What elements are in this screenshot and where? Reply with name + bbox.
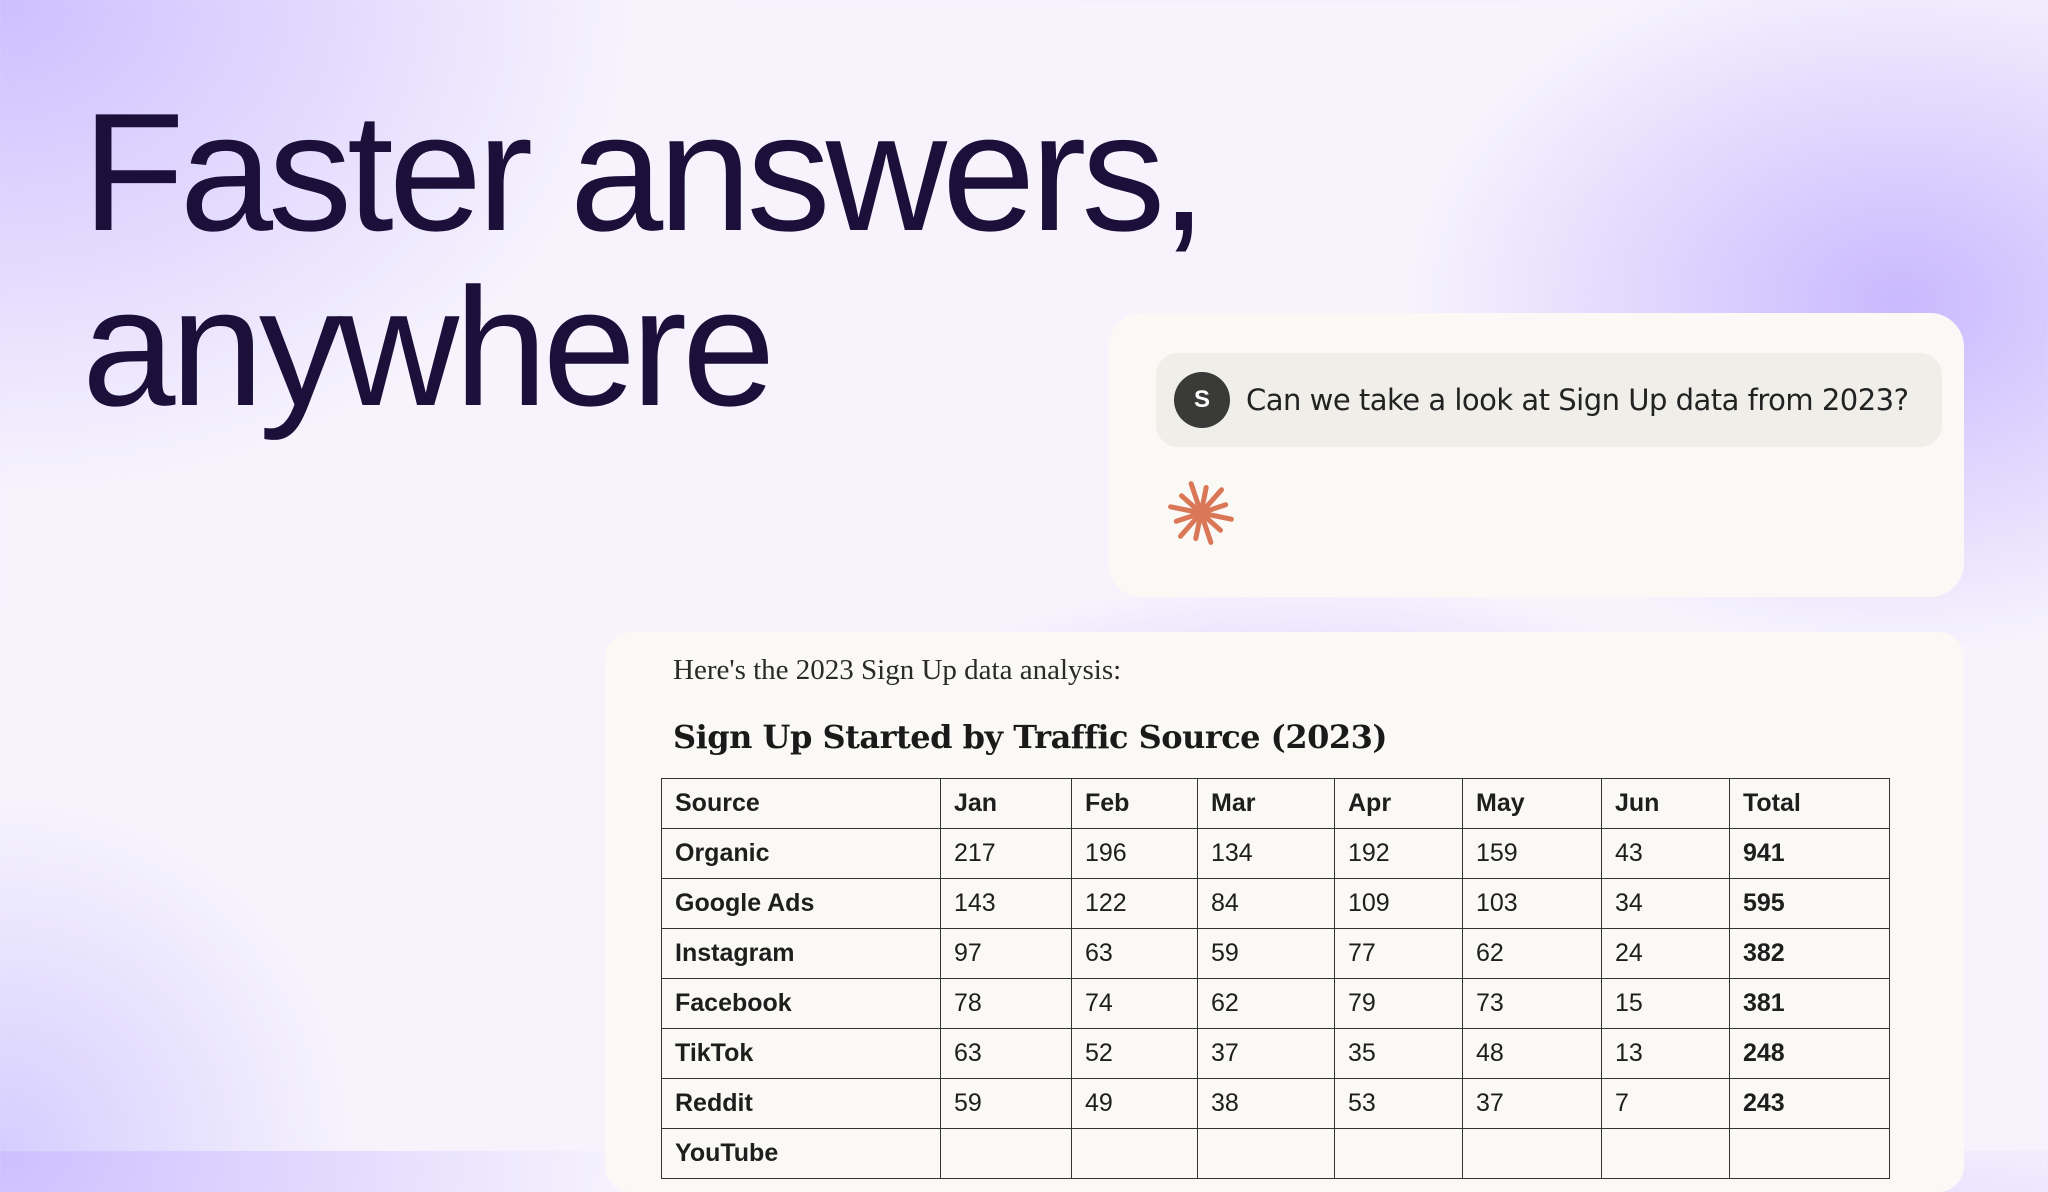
chat-card: S Can we take a look at Sign Up data fro…	[1108, 313, 1964, 597]
value-cell: 63	[940, 1028, 1072, 1079]
value-cell: 103	[1462, 878, 1602, 929]
column-header: Feb	[1071, 778, 1198, 829]
headline: Faster answers, anywhere	[82, 78, 1207, 441]
table-row: TikTok 63 52 37 35 48 13 248	[661, 1028, 1890, 1079]
value-cell: 37	[1462, 1078, 1602, 1129]
value-cell: 52	[1071, 1028, 1198, 1079]
source-cell: Reddit	[661, 1078, 941, 1129]
table-row: Facebook 78 74 62 79 73 15 381	[661, 978, 1890, 1029]
value-cell: 62	[1462, 928, 1602, 979]
table-row: Organic 217 196 134 192 159 43 941	[661, 828, 1890, 879]
value-cell: 84	[1197, 878, 1335, 929]
response-card: Here's the 2023 Sign Up data analysis: S…	[605, 632, 1964, 1192]
value-cell: 196	[1071, 828, 1198, 879]
total-cell: 941	[1729, 828, 1890, 879]
column-header: Jan	[940, 778, 1072, 829]
value-cell	[1071, 1128, 1198, 1179]
column-header: Jun	[1601, 778, 1730, 829]
value-cell: 48	[1462, 1028, 1602, 1079]
value-cell: 192	[1334, 828, 1463, 879]
value-cell: 49	[1071, 1078, 1198, 1129]
value-cell: 74	[1071, 978, 1198, 1029]
value-cell: 79	[1334, 978, 1463, 1029]
value-cell: 77	[1334, 928, 1463, 979]
column-header: Total	[1729, 778, 1890, 829]
source-cell: Organic	[661, 828, 941, 879]
value-cell: 59	[1197, 928, 1335, 979]
total-cell: 382	[1729, 928, 1890, 979]
source-cell: Facebook	[661, 978, 941, 1029]
value-cell: 122	[1071, 878, 1198, 929]
column-header: Mar	[1197, 778, 1335, 829]
column-header: Source	[661, 778, 941, 829]
value-cell	[1601, 1128, 1730, 1179]
table-row: Reddit 59 49 38 53 37 7 243	[661, 1078, 1890, 1129]
total-cell	[1729, 1128, 1890, 1179]
value-cell: 159	[1462, 828, 1602, 879]
user-message: S Can we take a look at Sign Up data fro…	[1156, 353, 1942, 447]
value-cell: 34	[1601, 878, 1730, 929]
table-row: Google Ads 143 122 84 109 103 34 595	[661, 878, 1890, 929]
table-row: YouTube	[661, 1128, 1890, 1179]
value-cell	[1462, 1128, 1602, 1179]
response-intro: Here's the 2023 Sign Up data analysis:	[673, 654, 1122, 686]
value-cell: 134	[1197, 828, 1335, 879]
value-cell: 35	[1334, 1028, 1463, 1079]
column-header: Apr	[1334, 778, 1463, 829]
table-header-row: Source Jan Feb Mar Apr May Jun Total	[661, 778, 1890, 829]
table-row: Instagram 97 63 59 77 62 24 382	[661, 928, 1890, 979]
value-cell	[1334, 1128, 1463, 1179]
headline-line-2: anywhere	[82, 253, 775, 441]
value-cell: 109	[1334, 878, 1463, 929]
value-cell: 38	[1197, 1078, 1335, 1129]
value-cell: 37	[1197, 1028, 1335, 1079]
value-cell	[1197, 1128, 1335, 1179]
value-cell: 143	[940, 878, 1072, 929]
value-cell: 217	[940, 828, 1072, 879]
value-cell: 7	[1601, 1078, 1730, 1129]
spark-asterisk-icon	[1168, 481, 1234, 545]
source-cell: YouTube	[661, 1128, 941, 1179]
value-cell: 24	[1601, 928, 1730, 979]
value-cell: 43	[1601, 828, 1730, 879]
user-avatar: S	[1174, 372, 1230, 428]
value-cell: 13	[1601, 1028, 1730, 1079]
total-cell: 381	[1729, 978, 1890, 1029]
source-cell: Instagram	[661, 928, 941, 979]
source-cell: TikTok	[661, 1028, 941, 1079]
value-cell: 62	[1197, 978, 1335, 1029]
value-cell: 73	[1462, 978, 1602, 1029]
column-header: May	[1462, 778, 1602, 829]
value-cell: 59	[940, 1078, 1072, 1129]
value-cell: 53	[1334, 1078, 1463, 1129]
signup-table: Source Jan Feb Mar Apr May Jun Total Organic 217…	[661, 778, 1890, 1179]
total-cell: 243	[1729, 1078, 1890, 1129]
total-cell: 248	[1729, 1028, 1890, 1079]
value-cell	[940, 1128, 1072, 1179]
headline-line-1: Faster answers,	[82, 78, 1207, 266]
value-cell: 63	[1071, 928, 1198, 979]
source-cell: Google Ads	[661, 878, 941, 929]
user-message-text: Can we take a look at Sign Up data from …	[1246, 383, 1909, 417]
table-title: Sign Up Started by Traffic Source (2023)	[673, 718, 1388, 756]
value-cell: 97	[940, 928, 1072, 979]
total-cell: 595	[1729, 878, 1890, 929]
value-cell: 15	[1601, 978, 1730, 1029]
value-cell: 78	[940, 978, 1072, 1029]
